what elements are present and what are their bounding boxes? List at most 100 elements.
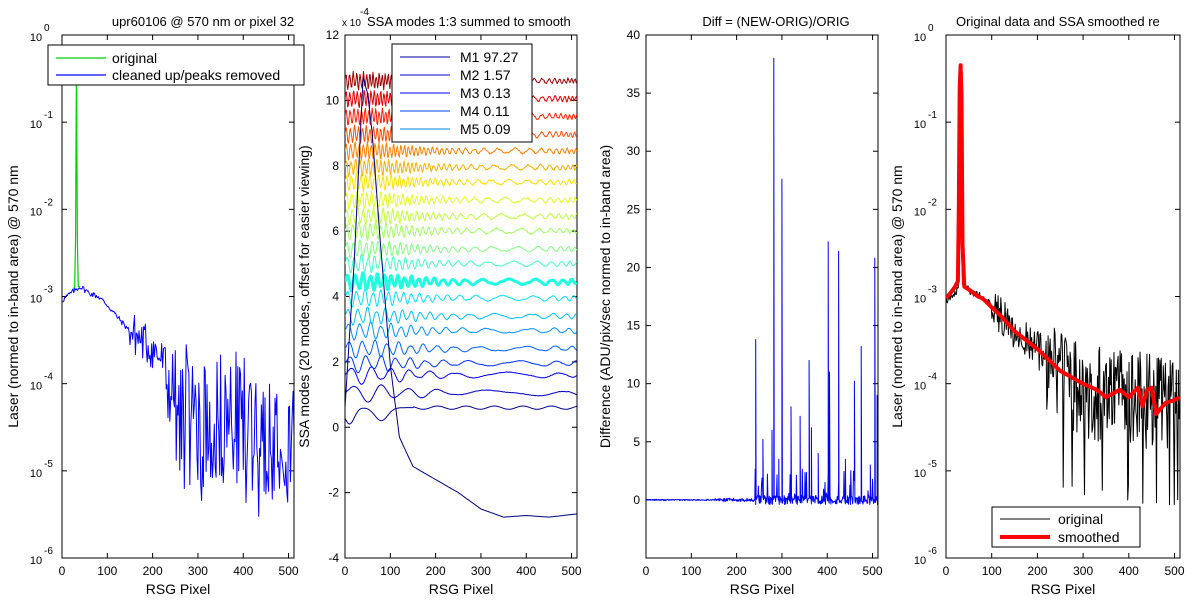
- x-tick-label: 200: [1027, 564, 1047, 578]
- y-tick-label: 35: [627, 86, 641, 100]
- y-tick-label: 8: [332, 159, 339, 173]
- y-axis-label: Laser (normed to in-band area) @ 570 nm: [5, 165, 21, 427]
- y-tick-label-base: 10: [914, 555, 926, 567]
- y-tick-label-exp: -4: [928, 372, 937, 383]
- ssa-mode-10: [345, 253, 577, 274]
- plot-area: [946, 63, 1180, 506]
- y-axis-label: Laser (normed to in-band area) @ 570 nm: [889, 165, 905, 427]
- series-original: [946, 83, 1180, 506]
- legend-label: M1 97.27: [460, 49, 519, 65]
- x-tick-label: 0: [943, 564, 950, 578]
- y-tick-label-exp: 0: [928, 23, 934, 34]
- x-tick-label: 300: [772, 564, 792, 578]
- legend-box: [991, 506, 1141, 548]
- y-tick-label: 10: [627, 377, 641, 391]
- y-tick-label-exp: -3: [928, 285, 937, 296]
- y-tick-label-exp: -6: [44, 546, 53, 557]
- chart-title: Diff = (NEW-ORIG)/ORIG: [702, 14, 849, 29]
- y-tick-label-base: 10: [914, 206, 926, 218]
- x-tick-label: 500: [863, 564, 883, 578]
- y-tick-label: 25: [627, 202, 641, 216]
- y-tick-label: 30: [627, 144, 641, 158]
- x-tick-label: 300: [1073, 564, 1093, 578]
- y-tick-label-exp: -5: [928, 459, 937, 470]
- y-tick-label-base: 10: [914, 294, 926, 306]
- legend-label: M4 0.11: [460, 103, 510, 119]
- ssa-mode-main: [345, 77, 577, 518]
- chart-panel-2: 0 100 200 300 400 500 -4 -2 0 2 4 6 8 10 12 RSG Pixel SS…: [296, 7, 582, 597]
- legend-label: M3 0.13: [460, 85, 511, 101]
- y-tick-label-base: 10: [30, 32, 42, 44]
- x-tick-label: 0: [643, 564, 650, 578]
- chart-title: upr60106 @ 570 nm or pixel 32: [112, 14, 294, 29]
- y-tick-label: 20: [627, 260, 641, 274]
- y-tick-label: 0: [633, 493, 640, 507]
- ssa-mode-6: [345, 321, 577, 341]
- y-tick-label-exp: -5: [44, 459, 53, 470]
- y-tick-label-base: 10: [30, 294, 42, 306]
- x-tick-label: 200: [143, 564, 163, 578]
- ssa-mode-8: [345, 288, 577, 308]
- y-tick-label-base: 10: [30, 381, 42, 393]
- x-tick-label: 500: [1165, 564, 1185, 578]
- chart-title: Original data and SSA smoothed re: [956, 14, 1160, 29]
- plot-frame: [645, 34, 879, 559]
- chart-title: SSA modes 1:3 summed to smooth: [367, 14, 571, 29]
- plot-area: [646, 57, 878, 505]
- ssa-mode-1: [345, 405, 577, 425]
- legend: original smoothed: [991, 506, 1141, 548]
- ssa-mode-12: [345, 221, 577, 242]
- y-tick-label: 5: [633, 435, 640, 449]
- x-tick-label: 400: [233, 564, 253, 578]
- y-scale-exp: -4: [360, 7, 369, 18]
- series-smoothed: [946, 63, 1180, 416]
- y-tick-label-base: 10: [914, 468, 926, 480]
- ssa-mode-9: [345, 271, 577, 293]
- x-tick-label: 200: [727, 564, 747, 578]
- chart-panel-1: 0 100 200 300 400 50010-610-510-410-310-210-1…: [5, 14, 305, 597]
- ssa-mode-11: [345, 239, 577, 259]
- legend-label: cleaned up/peaks removed: [112, 67, 280, 83]
- y-tick-label-base: 10: [30, 468, 42, 480]
- y-tick-label: 15: [627, 319, 641, 333]
- ssa-mode-7: [345, 306, 577, 326]
- legend: M1 97.27 M2 1.57 M3 0.13 M4 0.11 M5 0.09: [391, 43, 533, 143]
- x-tick-label: 500: [562, 564, 582, 578]
- x-tick-label: 200: [426, 564, 446, 578]
- x-axis-label: RSG Pixel: [146, 581, 211, 597]
- y-tick-label: 40: [627, 28, 641, 42]
- y-tick-label-base: 10: [30, 206, 42, 218]
- x-tick-label: 0: [59, 564, 66, 578]
- legend-label: original: [1058, 511, 1103, 527]
- y-tick-label: 6: [332, 224, 339, 238]
- y-axis-label: SSA modes (20 modes, offset for easier v…: [296, 145, 312, 447]
- x-tick-label: 400: [516, 564, 536, 578]
- y-tick-label-exp: -1: [928, 110, 937, 121]
- plot-area: [62, 64, 294, 517]
- y-tick-label-exp: -1: [44, 110, 53, 121]
- x-tick-label: 400: [1119, 564, 1139, 578]
- y-tick-label-base: 10: [914, 32, 926, 44]
- ssa-mode-17: [345, 141, 577, 161]
- x-axis-label: RSG Pixel: [730, 581, 795, 597]
- ssa-mode-14: [345, 190, 577, 211]
- legend-label: original: [112, 50, 157, 66]
- y-tick-label: 2: [332, 355, 339, 369]
- y-tick-label: -4: [328, 551, 339, 565]
- legend-label: M2 1.57: [460, 67, 511, 83]
- ssa-mode-3: [345, 366, 577, 385]
- y-tick-label: 12: [326, 28, 340, 42]
- x-tick-label: 100: [681, 564, 701, 578]
- y-tick-label-exp: -2: [928, 197, 937, 208]
- y-tick-label-base: 10: [30, 119, 42, 131]
- y-tick-label-base: 10: [30, 555, 42, 567]
- x-tick-label: 500: [279, 564, 299, 578]
- x-tick-label: 100: [97, 564, 117, 578]
- series-cleaned: [62, 285, 294, 517]
- plot-area: [345, 70, 577, 518]
- y-scale-base: x 10: [342, 18, 361, 29]
- legend-label: M5 0.09: [460, 121, 511, 137]
- chart-panel-3: 0 100 200 300 400 500 0 5 10 15 20 25 30 35 40 RSG Pixe…: [597, 14, 883, 597]
- y-tick-label-base: 10: [914, 381, 926, 393]
